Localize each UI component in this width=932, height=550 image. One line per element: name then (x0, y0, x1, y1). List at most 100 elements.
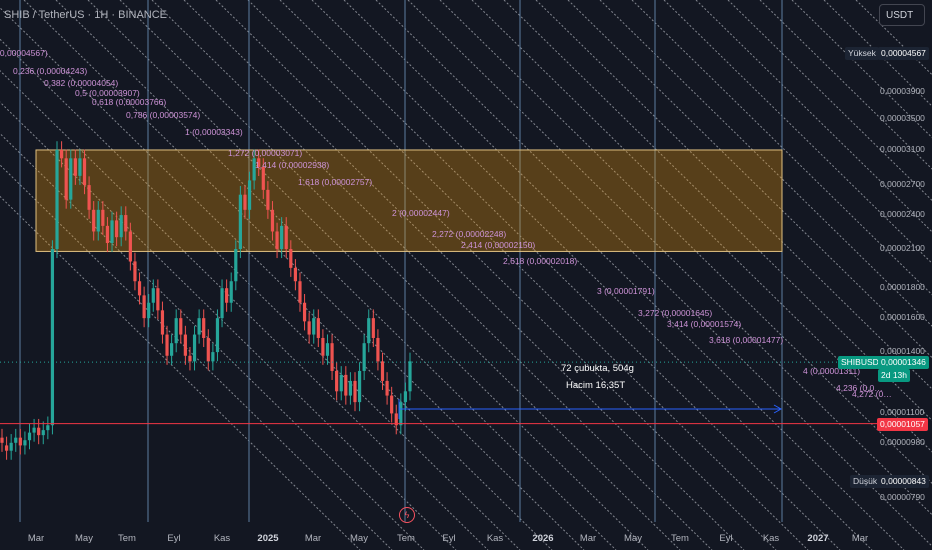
y-tick-label: 0,00002700 (880, 179, 925, 190)
range-box[interactable] (35, 149, 783, 252)
fib-level-label: 3,618 (0,00001477) (709, 335, 784, 345)
fib-level-label: 4 (0,00001311) (803, 366, 861, 376)
candle-body (202, 318, 206, 338)
candle-body (32, 427, 36, 433)
y-tick-label: 0,00002400 (880, 209, 925, 220)
candle-body (87, 185, 91, 210)
candle-body (119, 215, 123, 238)
x-tick-label: Eyl (442, 533, 456, 544)
candle-body (284, 225, 288, 250)
candle-body (55, 149, 59, 250)
fan-line (439, 0, 932, 484)
x-tick-label: Mar (27, 533, 45, 544)
fan-line (119, 0, 681, 550)
candle-body (298, 281, 302, 303)
fan-line (311, 0, 873, 550)
symbol-tag-value: 0,00001346 (878, 356, 929, 369)
candle-body (394, 413, 398, 426)
flash-icon[interactable]: ϟ (399, 507, 415, 523)
candle-body (101, 209, 105, 226)
price-line-tag: 0,00001057 (877, 418, 928, 431)
candle-body (330, 343, 334, 371)
fib-level-label: 2 (0,00002447) (392, 208, 450, 218)
x-tick-label: 2025 (257, 533, 279, 544)
y-tick-label: 0,00001400 (880, 346, 925, 357)
fan-line (343, 0, 905, 550)
candle-body (170, 343, 174, 356)
candles (0, 141, 412, 460)
candle-body (73, 158, 77, 176)
candle-body (321, 337, 325, 356)
x-tick-label: 2027 (807, 533, 829, 544)
symbol-tag-label: SHIBUSDT (838, 356, 887, 369)
fan-line (535, 0, 932, 390)
y-tick-label: 0,00000790 (880, 491, 925, 502)
fib-level-label: 2,618 (0,00002018) (503, 256, 578, 266)
fan-line (0, 132, 425, 550)
candle-body (188, 355, 192, 362)
fan-line (567, 0, 932, 359)
fan-line (375, 0, 932, 547)
x-tick-label: Tem (671, 533, 689, 544)
x-tick-label: 2026 (532, 533, 554, 544)
measure-bars: 72 çubukta, 504g (561, 363, 634, 374)
fib-level-label: 0,236 (0,00004243) (13, 66, 88, 76)
x-tick-label: Mar (304, 533, 322, 544)
x-tick-label: Kas (486, 533, 504, 544)
candle-body (142, 295, 146, 319)
candle-body (137, 281, 142, 296)
x-tick-label: Kas (762, 533, 780, 544)
candle-body (37, 427, 41, 436)
candle-body (59, 149, 64, 159)
candle-body (197, 318, 201, 335)
fan-line (791, 0, 932, 139)
fan-line (183, 0, 745, 550)
high-label: Yüksek (845, 47, 879, 60)
fib-level-label: 4,272 (0… (852, 389, 892, 399)
fan-line (215, 0, 777, 550)
candle-body (302, 302, 307, 322)
fan-line (0, 38, 521, 550)
fib-level-label: 1,272 (0,00003071) (228, 148, 303, 158)
x-tick-label: May (75, 533, 93, 544)
candle-body (128, 231, 132, 262)
candle-body (380, 361, 385, 381)
measure-volume: Hacim 16,35T (566, 380, 626, 391)
x-tick-label: May (624, 533, 642, 544)
symbol-title[interactable]: SHIB / TetherUS · 1H · BINANCE (4, 9, 168, 21)
x-tick-label: Eyl (167, 533, 181, 544)
candle-body (23, 440, 27, 446)
candle-body (215, 318, 220, 353)
fib-level-label: 0,382 (0,00004054) (44, 78, 119, 88)
y-tick-label: 0,00003100 (880, 143, 925, 154)
candle-body (160, 310, 165, 335)
fib-level-label: 2,272 (0,00002248) (432, 229, 507, 239)
candle-body (115, 220, 119, 238)
countdown-tag: 2d 13h (878, 369, 910, 382)
candle-body (270, 209, 275, 232)
candle-body (335, 370, 339, 392)
y-tick-label: 0,00002100 (880, 243, 925, 253)
candle-body (367, 318, 371, 344)
candle-body (376, 337, 380, 362)
candle-body (64, 158, 68, 200)
candle-body (280, 225, 284, 250)
candle-body (18, 437, 22, 446)
fan-line (0, 7, 553, 550)
y-tick-label: 0,00003900 (880, 85, 925, 96)
high-value: 0,00004567 (878, 47, 929, 60)
candle-body (348, 380, 353, 396)
candle-body (206, 337, 210, 362)
y-tick-label: 0,00001100 (880, 407, 925, 418)
candle-body (151, 288, 155, 303)
candle-body (220, 288, 224, 319)
candle-body (183, 334, 187, 356)
currency-button[interactable]: USDT (879, 4, 925, 26)
candle-body (399, 402, 403, 426)
y-tick-label: 0,00001800 (880, 282, 925, 293)
candle-body (408, 361, 412, 392)
fan-line (695, 0, 932, 233)
fan-line (663, 0, 932, 264)
